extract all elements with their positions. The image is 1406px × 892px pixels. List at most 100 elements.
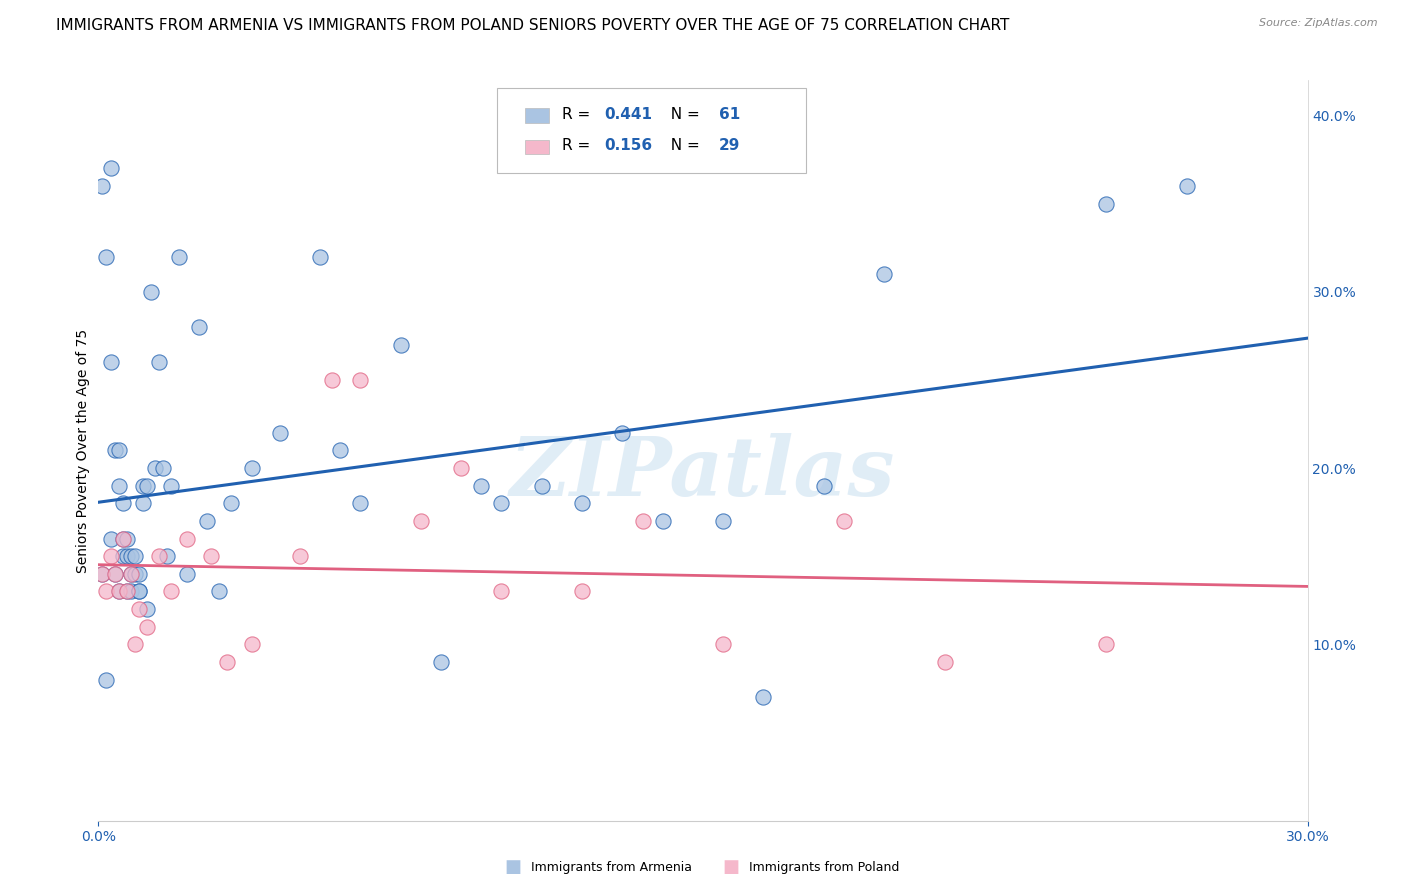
Point <box>195 514 218 528</box>
Point <box>152 461 174 475</box>
Point <box>491 496 513 510</box>
Text: ZIPatlas: ZIPatlas <box>510 433 896 513</box>
Point <box>115 532 138 546</box>
Point <box>115 584 138 599</box>
Point <box>450 461 472 475</box>
Point <box>120 549 142 564</box>
Point <box>120 566 142 581</box>
Point <box>200 549 222 564</box>
Point <box>1095 637 1118 651</box>
Point <box>188 320 211 334</box>
Text: IMMIGRANTS FROM ARMENIA VS IMMIGRANTS FROM POLAND SENIORS POVERTY OVER THE AGE O: IMMIGRANTS FROM ARMENIA VS IMMIGRANTS FR… <box>56 18 1010 33</box>
Text: ■: ■ <box>505 858 522 876</box>
Point <box>832 514 855 528</box>
Bar <box>526 139 550 154</box>
Point <box>124 637 146 651</box>
Point <box>128 566 150 581</box>
Point <box>124 566 146 581</box>
Point <box>176 532 198 546</box>
Point <box>111 532 134 546</box>
Point <box>135 602 157 616</box>
Point <box>752 690 775 705</box>
Point <box>96 673 118 687</box>
Point <box>128 584 150 599</box>
Point <box>160 584 183 599</box>
Point <box>470 479 492 493</box>
Point <box>240 637 263 651</box>
Point <box>100 549 122 564</box>
Text: 29: 29 <box>718 138 740 153</box>
Text: R =: R = <box>561 138 595 153</box>
Text: N =: N = <box>661 107 704 122</box>
Point <box>329 443 352 458</box>
Point <box>103 566 125 581</box>
Point <box>221 496 243 510</box>
Point <box>107 443 129 458</box>
Point <box>389 337 412 351</box>
Point <box>148 355 170 369</box>
Point <box>135 620 157 634</box>
Point <box>176 566 198 581</box>
Text: Immigrants from Poland: Immigrants from Poland <box>749 861 900 873</box>
Point <box>711 514 734 528</box>
Point <box>873 267 896 281</box>
Point <box>91 566 114 581</box>
Point <box>269 425 291 440</box>
Point <box>132 479 155 493</box>
Point <box>111 496 134 510</box>
Text: Immigrants from Armenia: Immigrants from Armenia <box>531 861 693 873</box>
Point <box>208 584 231 599</box>
Y-axis label: Seniors Poverty Over the Age of 75: Seniors Poverty Over the Age of 75 <box>76 328 90 573</box>
Point <box>96 584 118 599</box>
Point <box>1175 179 1198 194</box>
Point <box>571 496 593 510</box>
Point <box>135 479 157 493</box>
Point <box>160 479 183 493</box>
Point <box>115 584 138 599</box>
Point <box>148 549 170 564</box>
Text: 61: 61 <box>718 107 740 122</box>
Point <box>128 602 150 616</box>
Point <box>934 655 956 669</box>
Point <box>349 496 371 510</box>
Point <box>430 655 453 669</box>
Point <box>571 584 593 599</box>
Text: R =: R = <box>561 107 595 122</box>
Point <box>651 514 673 528</box>
Point <box>111 549 134 564</box>
Point <box>103 566 125 581</box>
FancyBboxPatch shape <box>498 87 806 173</box>
Point <box>100 532 122 546</box>
Point <box>813 479 835 493</box>
Point <box>124 549 146 564</box>
Point <box>288 549 311 564</box>
Point <box>1095 196 1118 211</box>
Text: 0.156: 0.156 <box>603 138 652 153</box>
Point <box>91 179 114 194</box>
Point <box>240 461 263 475</box>
Bar <box>526 109 550 123</box>
Point <box>143 461 166 475</box>
Text: N =: N = <box>661 138 704 153</box>
Point <box>107 584 129 599</box>
Point <box>100 161 122 176</box>
Point <box>491 584 513 599</box>
Point <box>107 479 129 493</box>
Point <box>128 584 150 599</box>
Point <box>100 355 122 369</box>
Point <box>612 425 634 440</box>
Point <box>91 566 114 581</box>
Point <box>309 250 332 264</box>
Point <box>107 584 129 599</box>
Point <box>96 250 118 264</box>
Point <box>115 549 138 564</box>
Text: Source: ZipAtlas.com: Source: ZipAtlas.com <box>1260 18 1378 28</box>
Point <box>349 373 371 387</box>
Point <box>217 655 239 669</box>
Point <box>139 285 162 299</box>
Text: 0.441: 0.441 <box>603 107 652 122</box>
Point <box>156 549 179 564</box>
Point <box>132 496 155 510</box>
Point <box>631 514 654 528</box>
Point <box>409 514 432 528</box>
